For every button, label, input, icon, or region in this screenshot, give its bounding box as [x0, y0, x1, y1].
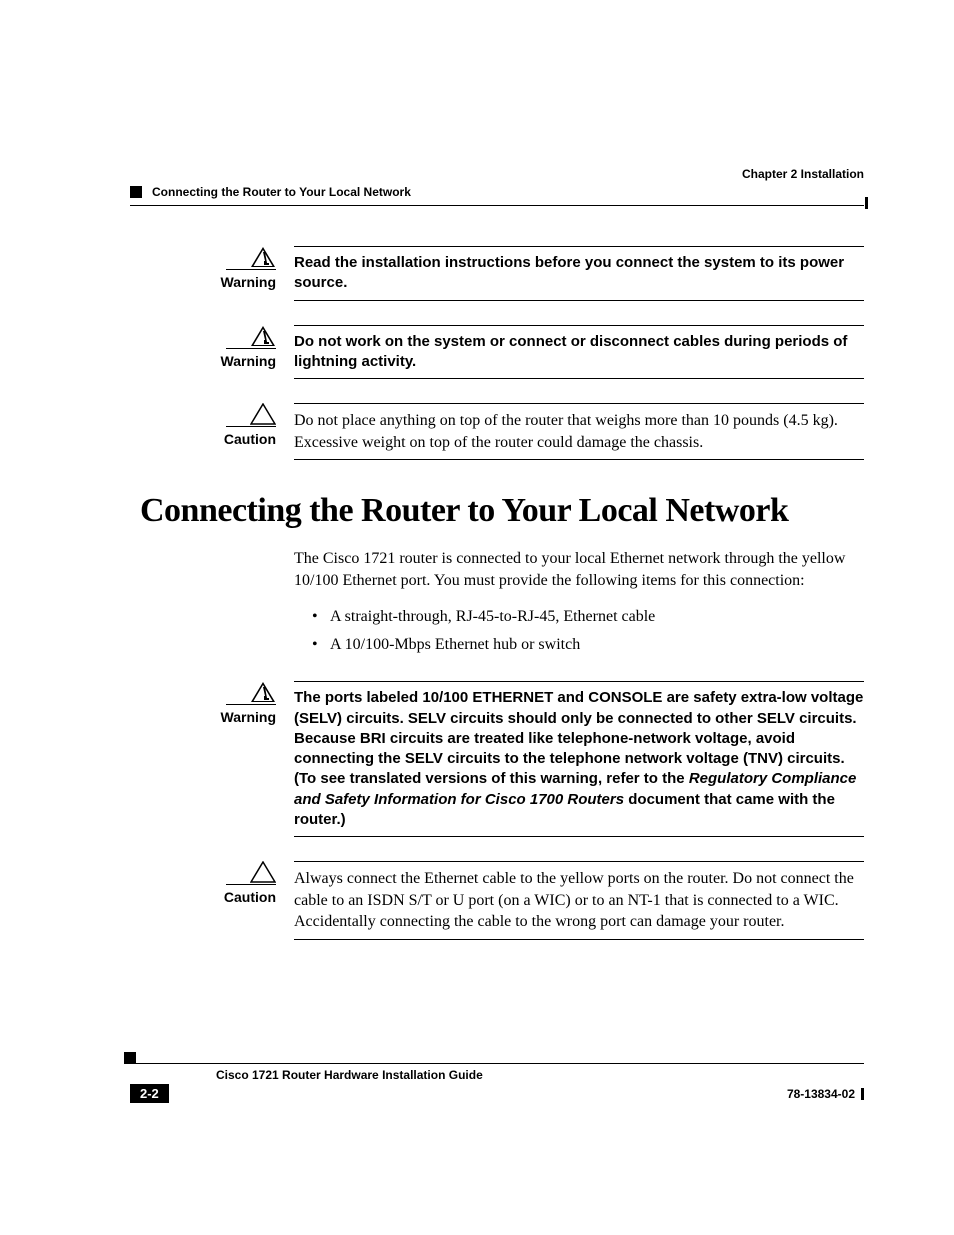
footer-title: Cisco 1721 Router Hardware Installation …: [130, 1068, 864, 1082]
warning-callout: Warning The ports labeled 10/100 ETHERNE…: [0, 681, 954, 837]
header-rule-end-marker: [865, 197, 868, 209]
document-number: 78-13834-02: [787, 1087, 855, 1101]
requirements-list: A straight-through, RJ-45-to-RJ-45, Ethe…: [312, 605, 864, 657]
page-footer: Cisco 1721 Router Hardware Installation …: [130, 1063, 864, 1103]
caution-text: Always connect the Ethernet cable to the…: [294, 868, 864, 933]
caution-icon: [250, 861, 276, 883]
warning-icon: [250, 246, 276, 268]
footer-marker: [124, 1052, 136, 1064]
warning-label: Warning: [221, 709, 276, 725]
page-number: 2-2: [130, 1084, 169, 1103]
section-heading: Connecting the Router to Your Local Netw…: [140, 492, 864, 530]
list-item: A 10/100-Mbps Ethernet hub or switch: [312, 633, 864, 657]
page-header: Chapter 2 Installation Connecting the Ro…: [130, 167, 864, 206]
warning-text: The ports labeled 10/100 ETHERNET and CO…: [294, 688, 864, 830]
list-item: A straight-through, RJ-45-to-RJ-45, Ethe…: [312, 605, 864, 629]
caution-icon: [250, 403, 276, 425]
caution-callout: Caution Always connect the Ethernet cabl…: [0, 861, 954, 940]
caution-callout: Caution Do not place anything on top of …: [0, 403, 954, 460]
warning-label: Warning: [221, 274, 276, 290]
chapter-label: Chapter 2 Installation: [130, 167, 864, 181]
warning-text: Read the installation instructions befor…: [294, 253, 864, 294]
caution-label: Caution: [224, 889, 276, 905]
warning-text: Do not work on the system or connect or …: [294, 332, 864, 373]
intro-paragraph: The Cisco 1721 router is connected to yo…: [294, 548, 864, 591]
caution-label: Caution: [224, 431, 276, 447]
warning-icon: [250, 325, 276, 347]
caution-text: Do not place anything on top of the rout…: [294, 410, 864, 453]
section-label: Connecting the Router to Your Local Netw…: [152, 185, 411, 199]
warning-label: Warning: [221, 353, 276, 369]
header-marker: [130, 186, 142, 198]
footer-rule-end-marker: [861, 1088, 864, 1100]
warning-callout: Warning Do not work on the system or con…: [0, 325, 954, 380]
warning-icon: [250, 681, 276, 703]
warning-callout: Warning Read the installation instructio…: [0, 246, 954, 301]
